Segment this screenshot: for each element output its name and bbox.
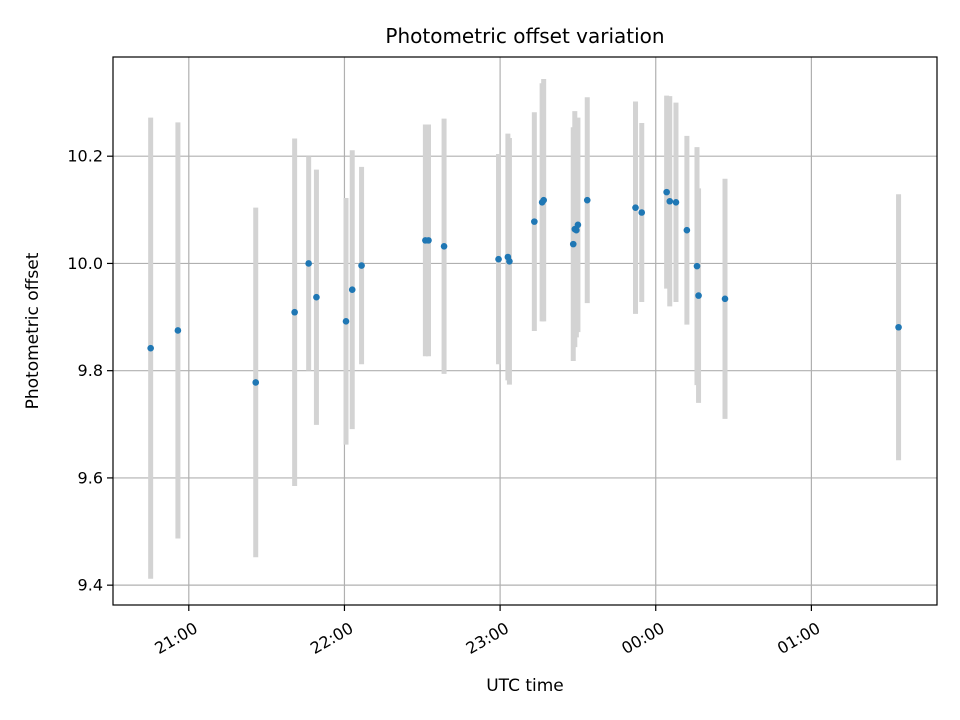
data-point <box>425 237 432 244</box>
data-point <box>569 240 577 248</box>
data-point <box>695 292 702 299</box>
data-point <box>583 196 591 204</box>
data-point <box>305 260 312 267</box>
data-point <box>895 323 902 331</box>
plot-area-background <box>113 57 937 605</box>
data-point <box>506 257 513 265</box>
data-point <box>252 379 260 386</box>
data-point <box>495 255 502 263</box>
y-tick-label: 9.8 <box>78 361 103 380</box>
data-point <box>348 286 356 294</box>
data-point <box>721 295 729 303</box>
plot-frame <box>112 56 938 606</box>
data-point <box>531 218 538 225</box>
data-point <box>440 242 448 250</box>
data-point <box>147 344 154 352</box>
y-tick-label: 10.0 <box>67 254 103 273</box>
y-tick-label: 9.6 <box>78 468 103 487</box>
data-point <box>683 226 691 234</box>
data-point <box>693 262 701 270</box>
data-point <box>666 197 674 205</box>
data-point <box>638 209 646 216</box>
y-tick-label: 9.4 <box>78 576 103 595</box>
data-point <box>291 308 298 316</box>
data-point <box>313 293 320 301</box>
data-point <box>540 196 547 204</box>
data-point <box>672 199 680 206</box>
data-point <box>342 318 350 325</box>
data-point <box>632 204 639 211</box>
data-point <box>573 226 580 234</box>
y-tick-label: 10.2 <box>67 147 103 166</box>
x-axis-label: UTC time <box>486 676 564 696</box>
data-point <box>174 327 182 334</box>
data-point <box>663 188 670 196</box>
chart-title: Photometric offset variation <box>385 24 664 48</box>
data-point <box>574 221 582 229</box>
y-axis-label: Photometric offset <box>23 252 43 409</box>
data-points <box>147 188 902 386</box>
data-point <box>358 262 365 269</box>
